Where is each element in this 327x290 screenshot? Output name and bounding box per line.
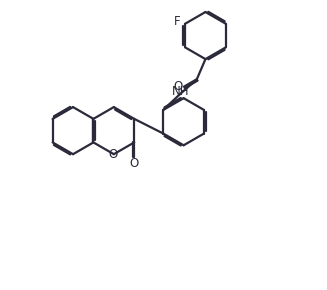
Text: O: O [173, 80, 182, 93]
Text: O: O [129, 157, 139, 170]
Text: F: F [174, 15, 180, 28]
Text: O: O [109, 148, 118, 161]
Text: NH: NH [172, 85, 189, 98]
